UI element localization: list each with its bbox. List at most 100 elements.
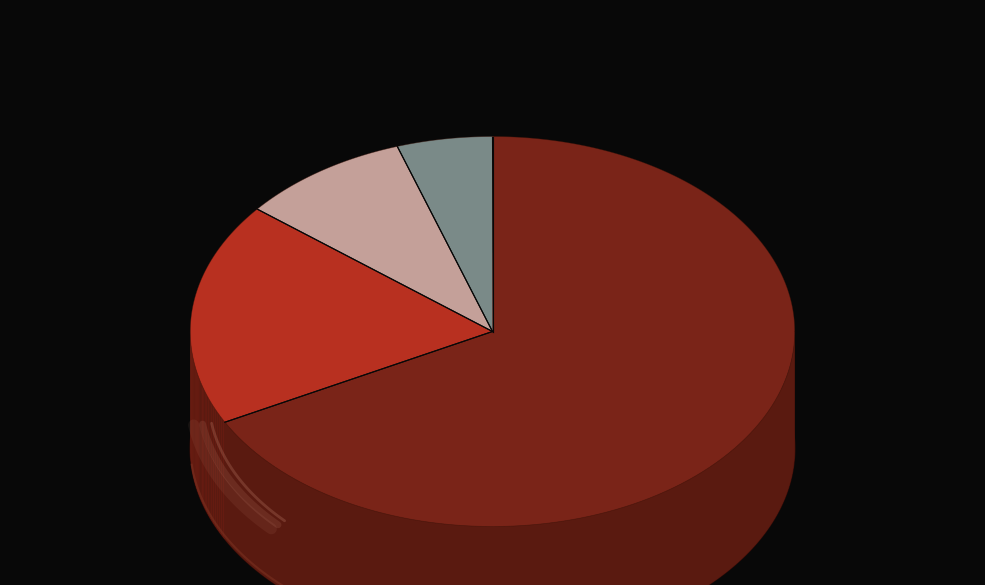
Polygon shape — [523, 525, 528, 585]
Polygon shape — [270, 463, 273, 583]
Polygon shape — [543, 524, 547, 585]
Polygon shape — [499, 526, 504, 585]
Polygon shape — [695, 474, 698, 585]
Polygon shape — [750, 431, 753, 551]
Polygon shape — [428, 522, 433, 585]
Polygon shape — [593, 514, 598, 585]
Polygon shape — [677, 484, 681, 585]
Polygon shape — [199, 377, 200, 497]
Polygon shape — [201, 383, 202, 503]
Polygon shape — [361, 507, 365, 585]
Polygon shape — [740, 442, 742, 561]
Polygon shape — [222, 418, 224, 538]
Polygon shape — [616, 508, 620, 585]
Polygon shape — [641, 500, 645, 585]
Polygon shape — [462, 525, 466, 585]
Polygon shape — [476, 526, 481, 585]
Polygon shape — [565, 520, 570, 585]
Polygon shape — [763, 415, 765, 535]
Polygon shape — [312, 488, 316, 585]
Polygon shape — [365, 508, 369, 585]
Polygon shape — [602, 512, 607, 585]
Polygon shape — [481, 526, 486, 585]
Polygon shape — [457, 525, 462, 585]
Polygon shape — [245, 444, 248, 563]
Polygon shape — [212, 404, 214, 524]
Polygon shape — [237, 436, 240, 556]
Polygon shape — [645, 498, 649, 585]
Polygon shape — [620, 507, 624, 585]
Polygon shape — [190, 209, 492, 422]
Polygon shape — [257, 146, 492, 332]
Polygon shape — [406, 518, 410, 585]
Polygon shape — [328, 495, 332, 585]
Polygon shape — [466, 526, 471, 585]
Polygon shape — [649, 497, 653, 585]
Polygon shape — [777, 395, 778, 515]
Polygon shape — [235, 434, 237, 553]
Polygon shape — [387, 514, 392, 585]
Polygon shape — [737, 444, 740, 563]
Polygon shape — [748, 434, 750, 553]
Polygon shape — [767, 410, 769, 529]
Polygon shape — [611, 510, 616, 585]
Polygon shape — [415, 520, 420, 585]
Polygon shape — [420, 521, 424, 585]
Polygon shape — [378, 512, 383, 585]
Polygon shape — [504, 526, 509, 585]
Polygon shape — [783, 383, 784, 503]
Polygon shape — [491, 526, 494, 585]
Polygon shape — [433, 523, 438, 585]
Polygon shape — [224, 421, 226, 540]
Polygon shape — [709, 466, 712, 585]
Polygon shape — [283, 472, 287, 585]
Polygon shape — [780, 389, 781, 509]
Polygon shape — [294, 479, 297, 585]
Polygon shape — [410, 519, 415, 585]
Polygon shape — [628, 504, 632, 585]
Polygon shape — [673, 486, 677, 585]
Polygon shape — [243, 442, 245, 561]
Polygon shape — [769, 407, 771, 526]
Polygon shape — [349, 503, 353, 585]
Polygon shape — [519, 525, 523, 585]
Polygon shape — [257, 454, 260, 573]
Polygon shape — [232, 431, 235, 551]
Polygon shape — [190, 332, 225, 539]
Polygon shape — [205, 392, 207, 512]
Polygon shape — [452, 525, 457, 585]
Polygon shape — [276, 468, 280, 585]
Polygon shape — [784, 380, 785, 500]
Polygon shape — [742, 439, 745, 559]
Polygon shape — [598, 513, 602, 585]
Polygon shape — [486, 526, 491, 585]
Polygon shape — [514, 526, 519, 585]
Polygon shape — [471, 526, 476, 585]
Polygon shape — [438, 524, 442, 585]
Polygon shape — [248, 446, 251, 566]
Polygon shape — [336, 498, 340, 585]
Polygon shape — [636, 501, 641, 585]
Polygon shape — [397, 136, 492, 332]
Polygon shape — [528, 525, 533, 585]
Polygon shape — [712, 463, 715, 583]
Polygon shape — [208, 398, 210, 518]
Polygon shape — [665, 490, 669, 585]
Polygon shape — [344, 501, 349, 585]
Polygon shape — [300, 482, 304, 585]
Polygon shape — [374, 511, 378, 585]
Polygon shape — [297, 480, 300, 585]
Polygon shape — [771, 404, 773, 524]
Polygon shape — [287, 474, 290, 585]
Polygon shape — [787, 371, 788, 491]
Polygon shape — [324, 493, 328, 585]
Polygon shape — [353, 504, 357, 585]
Polygon shape — [570, 519, 575, 585]
Polygon shape — [202, 386, 204, 506]
Polygon shape — [290, 476, 294, 585]
Polygon shape — [254, 452, 257, 571]
Polygon shape — [304, 484, 308, 585]
Polygon shape — [214, 407, 216, 526]
Polygon shape — [230, 429, 232, 548]
Polygon shape — [584, 517, 589, 585]
